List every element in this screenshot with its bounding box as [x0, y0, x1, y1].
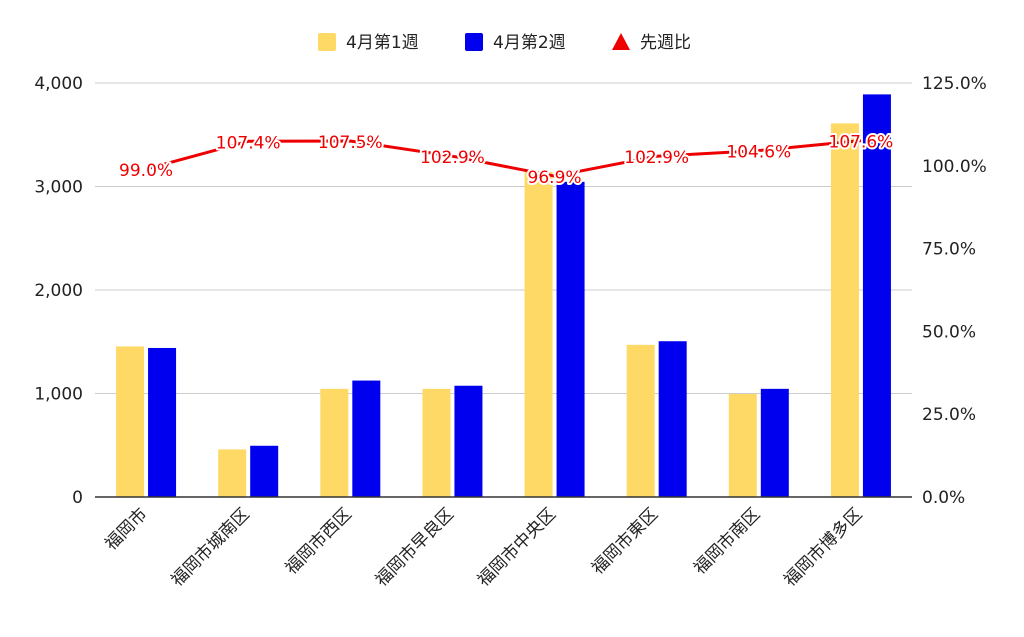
- legend-triangle-marker: [612, 33, 630, 50]
- y-right-tick-label: 100.0%: [922, 157, 987, 177]
- ratio-data-label: 102.9%: [420, 148, 485, 168]
- gridlines: [95, 82, 912, 394]
- y-left-tick-label: 0: [72, 488, 83, 508]
- bar-week2: [148, 347, 177, 497]
- bar-week1: [116, 346, 145, 497]
- x-tick-label: 福岡市: [101, 504, 151, 554]
- x-tick-label: 福岡市南区: [690, 504, 764, 578]
- ratio-line-path: [145, 139, 862, 178]
- bar-week1: [728, 394, 757, 497]
- legend-label: 先週比: [640, 33, 691, 53]
- x-tick-label: 福岡市西区: [282, 504, 356, 578]
- bar-week2: [862, 94, 891, 497]
- x-tick-label: 福岡市城南区: [167, 504, 253, 590]
- y-left-tick-label: 3,000: [34, 178, 83, 198]
- y-left-tick-label: 1,000: [34, 385, 83, 405]
- y-left-tick-label: 2,000: [34, 281, 83, 301]
- ratio-line: 99.0% 107.4% 107.5% 102.9% 96.9% 102.9% 104.6%…: [117, 131, 895, 190]
- bar-week2: [760, 388, 789, 497]
- bar-week1: [422, 388, 451, 497]
- y-left-tick-label: 4,000: [34, 74, 83, 94]
- ratio-data-label: 102.9%: [624, 148, 689, 168]
- bar-week1: [320, 388, 349, 497]
- ratio-data-label: 99.0%: [119, 161, 173, 181]
- ratio-data-label: 104.6%: [726, 143, 791, 163]
- bar-week1: [524, 172, 553, 497]
- legend-label: 4月第1週: [346, 33, 419, 53]
- legend-label: 4月第2週: [493, 33, 566, 53]
- x-tick-label: 福岡市中央区: [474, 504, 560, 590]
- bar-week1: [626, 344, 655, 497]
- bar-week2: [250, 445, 279, 497]
- ratio-data-label: 96.9%: [528, 168, 582, 188]
- legend-swatch: [465, 33, 483, 51]
- ratio-data-label: 107.4%: [216, 133, 281, 153]
- bar-week1: [830, 123, 859, 498]
- ratio-data-label: 107.6%: [829, 133, 894, 153]
- ratio-data-label: 107.5%: [318, 133, 383, 153]
- bar-week2: [352, 380, 381, 497]
- bar-week2: [556, 181, 585, 497]
- legend: 4月第1週 4月第2週 先週比: [318, 33, 691, 53]
- x-tick-label: 福岡市早良区: [372, 504, 458, 590]
- y-right-tick-label: 50.0%: [922, 322, 976, 342]
- bar-week2: [658, 341, 687, 497]
- y-right-tick-label: 125.0%: [922, 74, 987, 94]
- x-tick-label: 福岡市東区: [588, 504, 662, 578]
- bar-week2: [454, 385, 483, 497]
- y-right-tick-label: 0.0%: [922, 488, 965, 508]
- bar-week1: [218, 449, 247, 497]
- y-right-tick-label: 25.0%: [922, 405, 976, 425]
- bars: [116, 94, 891, 498]
- y-right-tick-label: 75.0%: [922, 240, 976, 260]
- legend-swatch: [318, 33, 336, 51]
- x-tick-label: 福岡市博多区: [780, 504, 866, 590]
